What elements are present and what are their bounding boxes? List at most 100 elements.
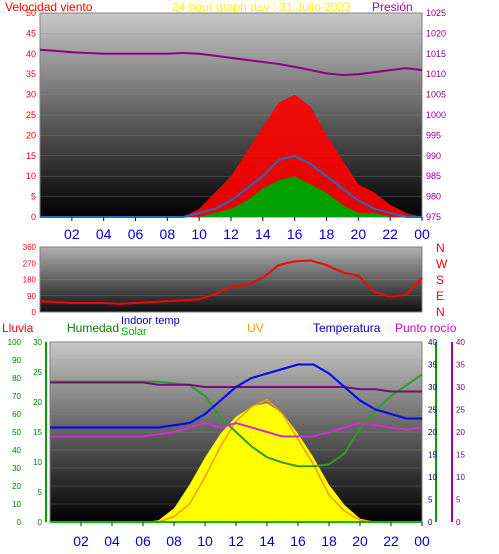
pressure-y-tick: 995 — [426, 130, 441, 140]
pressure-label: Presión — [372, 0, 413, 14]
x-tick-label: 02 — [64, 226, 80, 242]
wind-pressure-panel: 0510152025303540455097598098599099510001… — [26, 8, 446, 242]
direction-y-tick: 90 — [27, 292, 36, 301]
temp-y-tick: 10 — [33, 458, 42, 467]
wind-direction-series — [39, 259, 423, 305]
direction-n-top: N — [436, 241, 445, 255]
uv-label: UV — [247, 321, 264, 335]
dewpoint-label: Punto rocío — [395, 321, 457, 335]
direction-e: E — [436, 289, 445, 303]
rain-label: Lluvia — [2, 321, 34, 335]
right-y-tick-a: 0 — [428, 518, 433, 527]
temperature-series — [50, 363, 422, 429]
temp-y-tick: 5 — [38, 488, 43, 497]
x-tick-label: 02 — [73, 533, 89, 549]
wind-y-tick: 25 — [26, 110, 36, 120]
direction-y-tick: 360 — [23, 243, 37, 252]
right-y-tick-a: 40 — [428, 338, 437, 347]
right-y-tick-b: 30 — [456, 383, 465, 392]
chart-title: 24 hour graph day : 31 Julio 2023 — [172, 0, 351, 14]
wind-gust-series — [40, 94, 422, 217]
rain-y-tick: 30 — [12, 464, 21, 473]
wind-y-tick: 0 — [31, 212, 36, 222]
temp-y-tick: 15 — [33, 428, 42, 437]
right-y-tick-b: 25 — [456, 406, 465, 415]
x-tick-label: 06 — [135, 533, 151, 549]
right-y-tick-b: 40 — [456, 338, 465, 347]
x-tick-label: 22 — [383, 533, 399, 549]
right-y-tick-b: 20 — [456, 428, 465, 437]
x-tick-label: 10 — [197, 533, 213, 549]
x-tick-label: 10 — [191, 226, 207, 242]
temp-y-tick: 20 — [33, 398, 42, 407]
temperature-humidity-panel: 0 10 20 30 40 50 60 70 80 90 100 0 5 10 15 20 25 30 0 5 10 15… — [8, 338, 466, 549]
x-tick-label: 14 — [259, 533, 275, 549]
x-tick-label: 08 — [160, 226, 176, 242]
x-tick-label: 18 — [321, 533, 337, 549]
wind-y-tick: 40 — [26, 49, 36, 59]
right-y-tick-b: 0 — [456, 518, 461, 527]
pressure-y-tick: 1010 — [426, 69, 446, 79]
wind-y-tick: 50 — [26, 8, 36, 18]
right-y-tick-a: 20 — [428, 428, 437, 437]
wind-y-tick: 35 — [26, 69, 36, 79]
right-y-tick-a: 10 — [428, 473, 437, 482]
pressure-y-tick: 1020 — [426, 28, 446, 38]
rain-y-tick: 10 — [12, 500, 21, 509]
pressure-y-tick: 980 — [426, 192, 441, 202]
x-tick-label: 14 — [255, 226, 271, 242]
right-y-tick-a: 35 — [428, 361, 437, 370]
direction-y-tick: 0 — [32, 308, 37, 317]
wind-y-tick: 10 — [26, 171, 36, 181]
x-tick-label: 20 — [352, 533, 368, 549]
rain-y-tick: 100 — [8, 338, 22, 347]
rain-y-tick: 80 — [12, 374, 21, 383]
wind-y-tick: 30 — [26, 90, 36, 100]
pressure-y-tick: 1025 — [426, 8, 446, 18]
wind-low-series — [40, 176, 422, 217]
direction-w: W — [436, 257, 448, 271]
indoor-temp-label: Indoor temp — [121, 315, 180, 327]
temp-y-tick: 0 — [38, 518, 43, 527]
temp-y-tick: 25 — [33, 368, 42, 377]
right-y-tick-a: 5 — [428, 496, 433, 505]
dewpoint-series — [50, 421, 423, 438]
direction-y-tick: 180 — [23, 276, 37, 285]
pressure-y-tick: 975 — [426, 212, 441, 222]
x-tick-label: 00 — [414, 226, 430, 242]
x-tick-label: 20 — [351, 226, 367, 242]
pressure-y-tick: 985 — [426, 171, 441, 181]
rain-y-tick: 70 — [12, 392, 21, 401]
direction-s: S — [436, 273, 445, 287]
temperature-label: Temperatura — [313, 321, 381, 335]
pressure-series — [39, 48, 423, 77]
right-y-tick-b: 10 — [456, 473, 465, 482]
x-tick-label: 22 — [382, 226, 398, 242]
right-y-tick-b: 5 — [456, 496, 461, 505]
right-y-tick-a: 25 — [428, 406, 437, 415]
wind-speed-label: Velocidad viento — [5, 0, 93, 14]
x-tick-label: 04 — [96, 226, 112, 242]
right-y-tick-a: 15 — [428, 451, 437, 460]
right-y-tick-b: 35 — [456, 361, 465, 370]
humidity-label: Humedad — [67, 321, 120, 335]
rain-y-tick: 50 — [12, 428, 21, 437]
wind-y-tick: 15 — [26, 151, 36, 161]
x-tick-label: 18 — [319, 226, 335, 242]
rain-y-tick: 40 — [12, 446, 21, 455]
rain-y-tick: 90 — [12, 356, 21, 365]
x-tick-label: 16 — [287, 226, 303, 242]
wind-y-tick: 45 — [26, 28, 36, 38]
direction-y-tick: 270 — [23, 259, 37, 268]
temp-y-tick: 30 — [33, 338, 42, 347]
pressure-y-tick: 1005 — [426, 90, 446, 100]
pressure-y-tick: 990 — [426, 151, 441, 161]
right-y-tick-a: 30 — [428, 383, 437, 392]
pressure-y-tick: 1015 — [426, 49, 446, 59]
wind-y-tick: 5 — [31, 192, 36, 202]
solar-label: Solar — [121, 326, 147, 338]
right-y-tick-b: 15 — [456, 451, 465, 460]
rain-y-tick: 60 — [12, 410, 21, 419]
x-tick-label: 16 — [290, 533, 306, 549]
rain-y-tick: 20 — [12, 482, 21, 491]
